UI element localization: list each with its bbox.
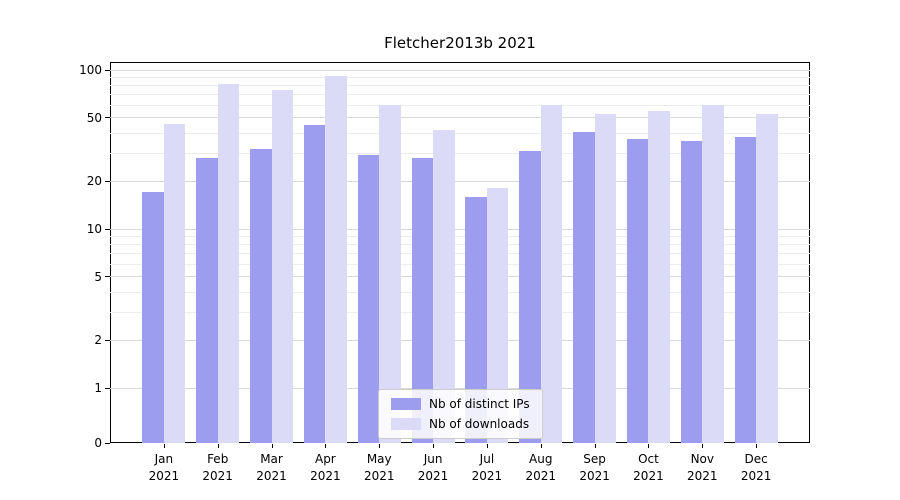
x-axis-tick [540, 444, 542, 448]
bar-downloads-jan [163, 123, 186, 443]
gridline-minor [110, 132, 810, 134]
x-axis-tick-label: Feb 2021 [202, 452, 233, 483]
gridline-major [110, 69, 810, 71]
bar-distinct-ips-nov [680, 140, 703, 443]
x-axis-tick-label: Jun 2021 [417, 452, 449, 483]
gridline-major [110, 276, 810, 278]
legend-label-distinct-ips: Nb of distinct IPs [429, 397, 530, 411]
bar-distinct-ips-aug [519, 150, 541, 443]
gridline-major [110, 228, 810, 230]
bar-downloads-dec [756, 113, 778, 443]
y-axis-tick-label: 2 [94, 333, 102, 348]
bar-distinct-ips-apr [303, 125, 326, 443]
y-axis-tick-label: 10 [86, 222, 102, 236]
x-axis-tick [271, 444, 273, 448]
bar-downloads-mar [271, 89, 294, 443]
gridline-major [110, 339, 810, 341]
gridline-minor [110, 76, 810, 78]
x-axis-tick-label: Jan 2021 [148, 452, 180, 483]
y-axis-tick [105, 117, 110, 119]
gridline-minor [110, 311, 810, 313]
x-axis-tick [379, 444, 381, 448]
bar-distinct-ips-jan [142, 192, 164, 443]
x-axis-tick-label: Mar 2021 [256, 452, 287, 483]
y-axis-tick [105, 228, 110, 230]
x-axis-tick [217, 444, 219, 448]
y-axis-tick [105, 442, 110, 444]
legend-item-downloads: Nb of downloads [391, 417, 530, 431]
gridline-minor [110, 243, 810, 245]
bar-downloads-sep [594, 113, 617, 443]
gridline-major [110, 117, 810, 119]
legend-label-downloads: Nb of downloads [429, 417, 530, 431]
x-axis-tick-label: Apr 2021 [310, 452, 341, 483]
bar-downloads-jun [433, 129, 455, 443]
gridline-minor [110, 263, 810, 265]
bar-downloads-aug [540, 105, 563, 443]
gridline-minor [110, 94, 810, 96]
legend-swatch-downloads [391, 418, 421, 430]
bar-distinct-ips-feb [196, 157, 218, 443]
bar-distinct-ips-mar [250, 148, 272, 443]
bar-distinct-ips-jun [411, 157, 434, 443]
bar-downloads-apr [325, 75, 347, 443]
x-axis-tick-label: May 2021 [363, 452, 395, 483]
bar-distinct-ips-sep [573, 131, 595, 443]
bar-distinct-ips-may [357, 155, 380, 443]
gridline-major [110, 180, 810, 182]
y-axis-tick-label: 100 [79, 63, 102, 77]
x-axis-tick-label: Jul 2021 [471, 452, 503, 483]
gridline-major [110, 387, 810, 389]
x-axis-tick [594, 444, 596, 448]
y-axis-tick [105, 276, 110, 278]
legend-swatch-distinct-ips [391, 398, 421, 410]
y-axis-tick [105, 180, 110, 182]
legend-item-distinct-ips: Nb of distinct IPs [391, 397, 530, 411]
y-axis-tick-label: 5 [94, 269, 102, 284]
gridline-minor [110, 291, 810, 293]
bar-distinct-ips-oct [626, 138, 649, 443]
chart-legend: Nb of distinct IPs Nb of downloads [378, 389, 543, 439]
bar-downloads-jul [486, 188, 509, 443]
y-axis-tick [105, 339, 110, 341]
x-axis-tick [756, 444, 758, 448]
gridline-minor [110, 104, 810, 106]
x-axis-tick-label: Nov 2021 [687, 452, 718, 483]
x-axis-tick-label: Oct 2021 [633, 452, 664, 483]
gridline-minor [110, 235, 810, 237]
x-axis-tick [648, 444, 650, 448]
gridline-minor [110, 253, 810, 255]
x-axis-tick [486, 444, 488, 448]
x-axis-tick [702, 444, 704, 448]
gridline-minor [110, 84, 810, 86]
x-axis-tick-label: Sep 2021 [579, 452, 610, 483]
y-axis-tick [105, 387, 110, 389]
bar-downloads-oct [648, 111, 670, 443]
y-axis-tick-label: 0 [94, 436, 102, 450]
x-axis-tick-label: Aug 2021 [525, 452, 557, 483]
bar-downloads-may [379, 105, 401, 443]
x-axis-tick [433, 444, 435, 448]
y-axis-tick-label: 50 [86, 110, 102, 125]
bar-downloads-feb [217, 83, 240, 443]
y-axis-tick-label: 1 [94, 381, 102, 395]
y-axis-tick [105, 69, 110, 71]
bar-distinct-ips-jul [465, 196, 487, 443]
y-axis-tick-label: 20 [86, 174, 102, 189]
x-axis-tick [325, 444, 327, 448]
bar-distinct-ips-dec [734, 136, 757, 443]
x-axis-tick-label: Dec 2021 [740, 452, 772, 483]
bar-downloads-nov [702, 105, 724, 443]
gridline-minor [110, 152, 810, 154]
chart-title: Fletcher2013b 2021 [384, 34, 536, 52]
x-axis-tick [163, 444, 165, 448]
